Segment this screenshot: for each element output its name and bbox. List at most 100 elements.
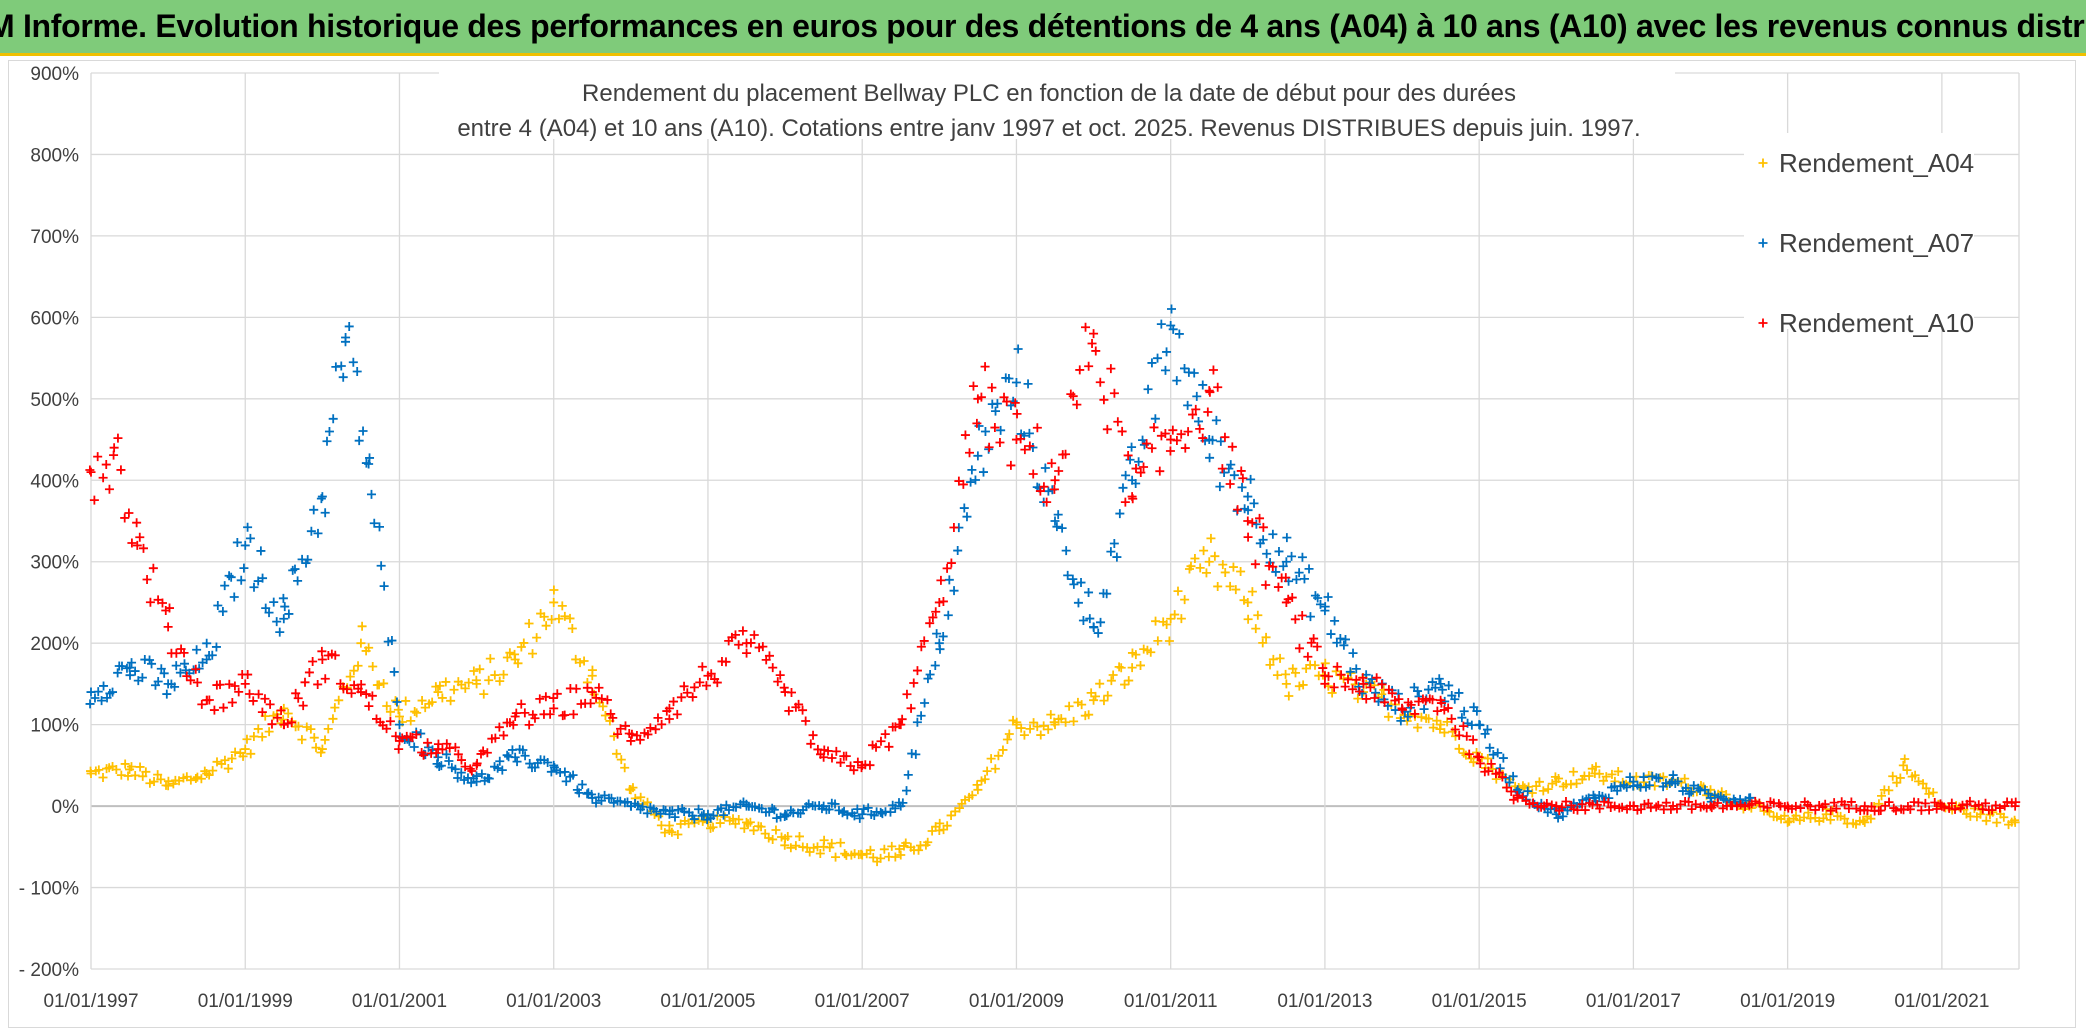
data-point-trend — [1068, 574, 1078, 584]
data-point-trend — [1087, 338, 1097, 348]
data-point-trend — [328, 414, 338, 424]
data-point-trend — [935, 818, 945, 828]
data-point-trend — [253, 724, 263, 734]
data-point-trend — [1472, 706, 1482, 716]
data-point-trend — [662, 706, 672, 716]
data-point-trend — [1974, 800, 1984, 810]
data-point-trend — [209, 705, 219, 715]
data-point-trend — [1160, 365, 1170, 375]
data-point-trend — [884, 742, 894, 752]
data-point-trend — [356, 680, 366, 690]
data-point-trend — [1078, 616, 1088, 626]
data-point-trend — [597, 694, 607, 704]
data-point-trend — [620, 721, 630, 731]
data-point-trend — [508, 720, 518, 730]
data-point-trend — [280, 602, 290, 612]
data-point-trend — [1227, 442, 1237, 452]
data-point — [587, 687, 597, 697]
data-point-trend — [1273, 582, 1283, 592]
data-point-trend — [1084, 361, 1094, 371]
data-point-trend — [349, 666, 359, 676]
data-point-trend — [1102, 424, 1112, 434]
data-point — [1860, 817, 1870, 827]
data-point-trend — [980, 774, 990, 784]
data-point-trend — [1294, 568, 1304, 578]
data-point-trend — [453, 749, 463, 759]
data-point-trend — [135, 762, 145, 772]
data-point-trend — [1372, 673, 1382, 683]
data-point-trend — [613, 729, 623, 739]
data-point-trend — [1892, 778, 1902, 788]
data-point-trend — [1225, 479, 1235, 489]
data-point-trend — [719, 810, 729, 820]
data-point-trend — [171, 648, 181, 658]
data-point-trend — [338, 372, 348, 382]
data-point-trend — [1320, 602, 1330, 612]
data-point-trend — [594, 683, 604, 693]
data-point-trend — [667, 827, 677, 837]
data-point-trend — [1584, 793, 1594, 803]
data-point-trend — [1681, 783, 1691, 793]
data-point-trend — [1377, 689, 1387, 699]
data-point-trend — [127, 658, 137, 668]
data-point-trend — [260, 694, 270, 704]
data-point-trend — [1077, 700, 1087, 710]
data-point-trend — [441, 749, 451, 759]
data-point-trend — [1243, 532, 1253, 542]
data-point-trend — [1462, 731, 1472, 741]
data-point-trend — [1108, 670, 1118, 680]
data-point-trend — [673, 829, 683, 839]
data-point-trend — [224, 679, 234, 689]
data-point-trend — [996, 425, 1006, 435]
data-point-trend — [906, 703, 916, 713]
data-point-trend — [1504, 777, 1514, 787]
data-point-trend — [1142, 439, 1152, 449]
data-point-trend — [1205, 453, 1215, 463]
data-point-trend — [1437, 685, 1447, 695]
data-point-trend — [1233, 505, 1243, 515]
data-point-trend — [1057, 523, 1067, 533]
data-point-trend — [1891, 806, 1901, 816]
data-point-trend — [1290, 614, 1300, 624]
data-point-trend — [1398, 705, 1408, 715]
data-point-trend — [1355, 686, 1365, 696]
data-point-trend — [923, 674, 933, 684]
data-point-trend — [441, 677, 451, 687]
data-point-trend — [147, 659, 157, 669]
data-point-trend — [1243, 505, 1253, 515]
data-point-trend — [916, 711, 926, 721]
data-point-trend — [1004, 374, 1014, 384]
data-point-trend — [830, 799, 840, 809]
data-point-trend — [612, 749, 622, 759]
data-point-trend — [1309, 634, 1319, 644]
data-point-trend — [1502, 783, 1512, 793]
data-point-trend — [1305, 612, 1315, 622]
data-point-trend — [1965, 796, 1975, 806]
data-point-trend — [256, 546, 266, 556]
data-point-trend — [1750, 796, 1760, 806]
data-point-trend — [309, 733, 319, 743]
data-point-trend — [1265, 660, 1275, 670]
data-point-trend — [1468, 735, 1478, 745]
data-point-trend — [1261, 632, 1271, 642]
data-point-trend — [1220, 567, 1230, 577]
data-point-trend — [1262, 549, 1272, 559]
data-point-trend — [642, 808, 652, 818]
data-point-trend — [1172, 376, 1182, 386]
data-point-trend — [1332, 662, 1342, 672]
data-point-trend — [1458, 721, 1468, 731]
data-point-trend — [1258, 638, 1268, 648]
data-point-trend — [467, 766, 477, 776]
data-point-trend — [345, 672, 355, 682]
data-point-trend — [1320, 658, 1330, 668]
data-point-trend — [254, 689, 264, 699]
data-point-trend — [1229, 470, 1239, 480]
data-point-trend — [1895, 773, 1905, 783]
data-point-trend — [1341, 634, 1350, 644]
data-point-trend — [1498, 753, 1508, 763]
data-point-trend — [1995, 803, 2005, 813]
data-point-trend — [768, 834, 778, 844]
data-point-trend — [1866, 814, 1876, 824]
data-point-trend — [125, 670, 135, 680]
data-point-trend — [1447, 714, 1457, 724]
